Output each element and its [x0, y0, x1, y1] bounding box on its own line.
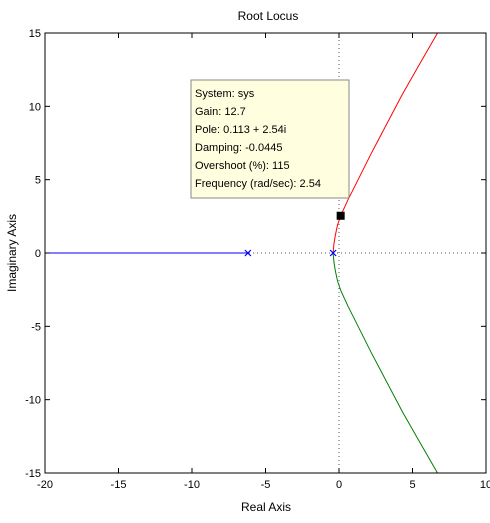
- x-tick-label: -10: [184, 479, 200, 491]
- pole-marker-stroke: [244, 249, 252, 257]
- locus-branch-lower: [332, 252, 438, 474]
- datatip-line: Frequency (rad/sec): 2.54: [195, 178, 321, 190]
- pole-marker: [244, 249, 252, 257]
- x-tick-label: 10: [480, 479, 490, 491]
- y-tick-label: 5: [35, 175, 41, 187]
- selected-point-marker: [336, 211, 345, 220]
- datatip-line: Overshoot (%): 115: [195, 160, 290, 172]
- x-tick-label: 0: [336, 479, 342, 491]
- x-axis-label: Real Axis: [241, 500, 291, 514]
- y-tick-label: -10: [25, 395, 41, 407]
- x-tick-label: -20: [37, 479, 53, 491]
- datatip-line: Gain: 12.7: [195, 106, 246, 118]
- x-tick-label: 5: [409, 479, 415, 491]
- datatip-line: Pole: 0.113 + 2.54i: [195, 124, 286, 136]
- chart-title: Root Locus: [238, 9, 299, 23]
- y-tick-label: 15: [29, 28, 41, 40]
- datatip-line: System: sys: [195, 88, 255, 100]
- x-tick-label: -5: [261, 479, 271, 491]
- y-axis-label: Imaginary Axis: [5, 214, 19, 292]
- datatip-box: [190, 79, 350, 199]
- y-tick-label: 0: [35, 248, 41, 260]
- y-tick-label: 10: [29, 101, 41, 113]
- locus-branch-upper: [332, 32, 438, 254]
- datatip-line: Damping: -0.0445: [195, 142, 282, 154]
- x-tick-label: -15: [111, 479, 127, 491]
- y-tick-label: -5: [31, 321, 41, 333]
- pole-marker: [329, 249, 337, 257]
- y-tick-label: -15: [25, 468, 41, 480]
- pole-marker-stroke: [329, 249, 337, 257]
